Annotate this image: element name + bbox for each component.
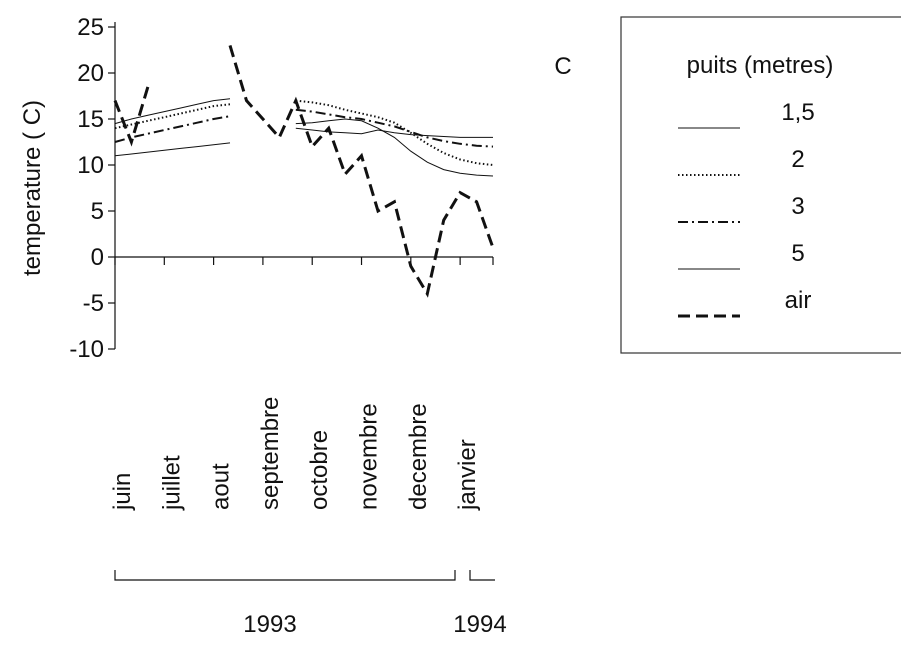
series-line: [114, 99, 494, 166]
y-axis-label: temperature ( C): [19, 100, 46, 276]
year-label: 1993: [243, 611, 296, 638]
series-line: [114, 118, 494, 177]
y-tick-label: 5: [91, 198, 104, 225]
legend-label: air: [785, 287, 812, 314]
y-tick-label: -5: [83, 290, 104, 317]
legend-title: puits (metres): [687, 52, 834, 79]
x-tick-label: novembre: [356, 403, 383, 510]
x-tick-label: octobre: [306, 430, 333, 510]
y-tick-label: 25: [77, 14, 104, 41]
y-tick-label: 15: [77, 106, 104, 133]
y-tick-label: -10: [69, 336, 104, 363]
legend-box: [620, 16, 901, 354]
series-line: [114, 98, 493, 138]
legend-label: 3: [791, 193, 804, 220]
x-tick-label: aout: [208, 463, 235, 510]
series-line: [113, 44, 495, 298]
y-tick-label: 10: [77, 152, 104, 179]
legend-label: 5: [791, 240, 804, 267]
legend-label: 2: [791, 146, 804, 173]
x-tick-label: juin: [109, 473, 136, 511]
y-tick-label: 20: [77, 60, 104, 87]
series-line: [114, 108, 494, 148]
legend-label: 1,5: [781, 99, 814, 126]
x-tick-label: janvier: [454, 439, 481, 511]
x-tick-label: decembre: [405, 403, 432, 510]
x-tick-label: juillet: [158, 455, 185, 511]
x-tick-label: septembre: [257, 397, 284, 510]
year-brackets: [114, 570, 495, 581]
year-label: 1994: [453, 611, 506, 638]
y-tick-label: 0: [91, 244, 104, 271]
panel-label: C: [554, 53, 571, 80]
